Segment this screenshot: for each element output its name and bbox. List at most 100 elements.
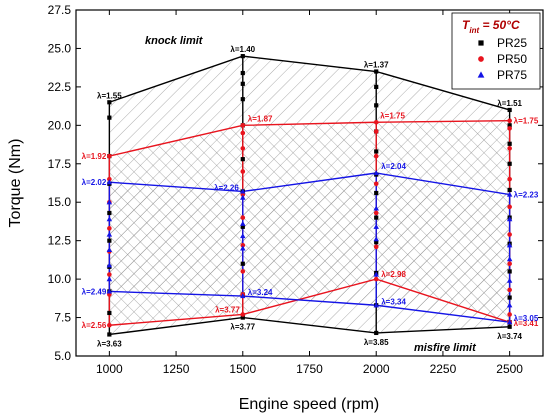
legend-marker-pr25: [478, 40, 484, 46]
y-tick-label: 7.5: [54, 311, 71, 325]
data-point-pr75: [106, 179, 113, 185]
data-point-pr25: [374, 215, 379, 220]
x-tick-label: 1000: [96, 362, 123, 376]
data-point-pr50: [373, 244, 379, 250]
data-point-pr75: [106, 231, 113, 237]
legend-title: Tint = 50°C: [462, 18, 520, 35]
lambda-label-pr75-lower: λ=3.24: [248, 288, 273, 297]
lambda-label-pr75-lower: λ=3.34: [381, 297, 406, 306]
legend: Tint = 50°C PR25 PR50 PR75: [451, 12, 541, 90]
data-point-pr25: [507, 141, 512, 146]
line-pr25-lower: [109, 316, 510, 336]
data-point-pr75: [106, 276, 113, 282]
data-point-pr25: [107, 310, 112, 316]
data-point-pr75: [506, 277, 513, 283]
data-point-pr75: [240, 293, 246, 299]
data-point-pr25: [107, 115, 112, 120]
data-point-pr50: [373, 119, 379, 125]
x-axis-title: Engine speed (rpm): [239, 396, 380, 413]
axes: 1000 1250 1500 1750 2000 2250 2500 5.0 7.5 10.0 12…: [48, 3, 543, 376]
data-point-pr75: [373, 302, 379, 308]
data-point-pr75: [373, 271, 379, 277]
lambda-label-pr25-lower: λ=3.74: [497, 332, 522, 341]
data-point-pr25: [507, 123, 512, 128]
data-point-pr75: [506, 319, 513, 325]
lambda-label-pr25-upper: λ=1.51: [497, 99, 522, 108]
lambda-label-pr75-lower: λ=3.05: [514, 314, 539, 323]
data-points: [106, 54, 513, 337]
data-point-pr75: [240, 188, 246, 194]
data-point-pr25: [507, 269, 512, 274]
y-tick-label: 5.0: [54, 349, 71, 363]
data-point-pr75: [506, 191, 513, 197]
data-point-pr50: [240, 169, 246, 174]
data-point-pr25: [240, 54, 245, 59]
lambda-label-pr50-upper: λ=1.87: [248, 114, 273, 123]
data-point-pr25: [240, 224, 245, 229]
data-point-pr25: [374, 240, 379, 245]
line-pr75-upper: [109, 172, 510, 196]
data-point-pr50: [107, 272, 112, 277]
y-tick-label: 17.5: [48, 157, 72, 171]
data-point-pr25: [507, 295, 512, 300]
data-point-pr50: [373, 129, 379, 134]
lambda-label-pr25-upper: λ=1.37: [364, 61, 389, 70]
data-point-pr50: [107, 153, 112, 159]
data-point-pr75: [506, 242, 513, 248]
y-tick-label: 10.0: [48, 272, 72, 286]
x-tick-label: 2500: [496, 362, 523, 376]
lambda-label-pr75-upper: λ=2.23: [514, 191, 539, 200]
data-point-pr50: [507, 232, 512, 237]
lambda-label-pr75-upper: λ=2.04: [381, 162, 406, 171]
y-tick-label: 15.0: [48, 195, 72, 209]
data-point-pr75: [240, 245, 246, 251]
lambda-labels: λ=1.55 λ=1.40 λ=1.37 λ=1.51 λ=3.63 λ=3.77 λ=3.…: [82, 45, 539, 348]
data-point-pr75: [106, 288, 113, 294]
data-point-pr25: [240, 97, 245, 102]
legend-items: PR25 PR50 PR75: [477, 36, 527, 82]
line-pr50-lower: [109, 278, 510, 326]
knock-limit-annotation: knock limit: [145, 35, 204, 47]
data-point-pr50: [507, 146, 512, 151]
legend-label-pr50: PR50: [497, 52, 527, 66]
data-point-pr75: [373, 205, 379, 211]
y-tick-label: 20.0: [48, 118, 72, 132]
data-point-pr25: [240, 261, 245, 266]
data-point-pr50: [373, 276, 379, 282]
lambda-label-pr50-upper: λ=1.75: [380, 111, 405, 120]
line-pr50-upper: [109, 120, 510, 157]
misfire-limit-annotation: misfire limit: [414, 342, 477, 354]
lambda-label-pr25-lower: λ=3.77: [230, 323, 255, 332]
x-tick-label: 1500: [229, 362, 256, 376]
x-tick-label: 1250: [163, 362, 190, 376]
data-point-pr50: [240, 215, 246, 220]
legend-title-sub: int: [469, 26, 479, 35]
y-tick-label: 22.5: [48, 80, 72, 94]
data-point-pr75: [240, 233, 246, 239]
lambda-label-pr50-lower: λ=2.98: [381, 270, 406, 279]
data-point-pr75: [106, 216, 113, 222]
data-point-pr50: [373, 210, 379, 216]
data-point-pr50: [107, 322, 112, 328]
x-tick-label: 2000: [363, 362, 390, 376]
data-point-pr50: [507, 118, 512, 124]
data-point-pr75: [240, 194, 246, 200]
data-point-pr50: [507, 204, 512, 210]
data-point-pr25: [240, 315, 245, 320]
lambda-label-pr25-upper: λ=1.40: [230, 45, 255, 54]
y-tick-label: 25.0: [48, 41, 72, 55]
data-point-pr50: [373, 153, 379, 159]
legend-box: [451, 12, 541, 90]
lambda-label-pr25-upper: λ=1.55: [97, 91, 122, 100]
data-point-pr25: [374, 149, 379, 154]
data-point-pr25: [507, 107, 512, 113]
data-point-pr75: [506, 256, 513, 262]
data-point-pr50: [240, 130, 246, 136]
operating-regions: [109, 56, 510, 335]
data-point-pr25: [507, 161, 512, 166]
x-tick-label: 2250: [430, 362, 457, 376]
data-point-pr25: [374, 84, 379, 89]
data-point-pr75: [106, 246, 113, 252]
data-point-pr25: [507, 187, 512, 193]
data-point-pr25: [374, 103, 379, 108]
